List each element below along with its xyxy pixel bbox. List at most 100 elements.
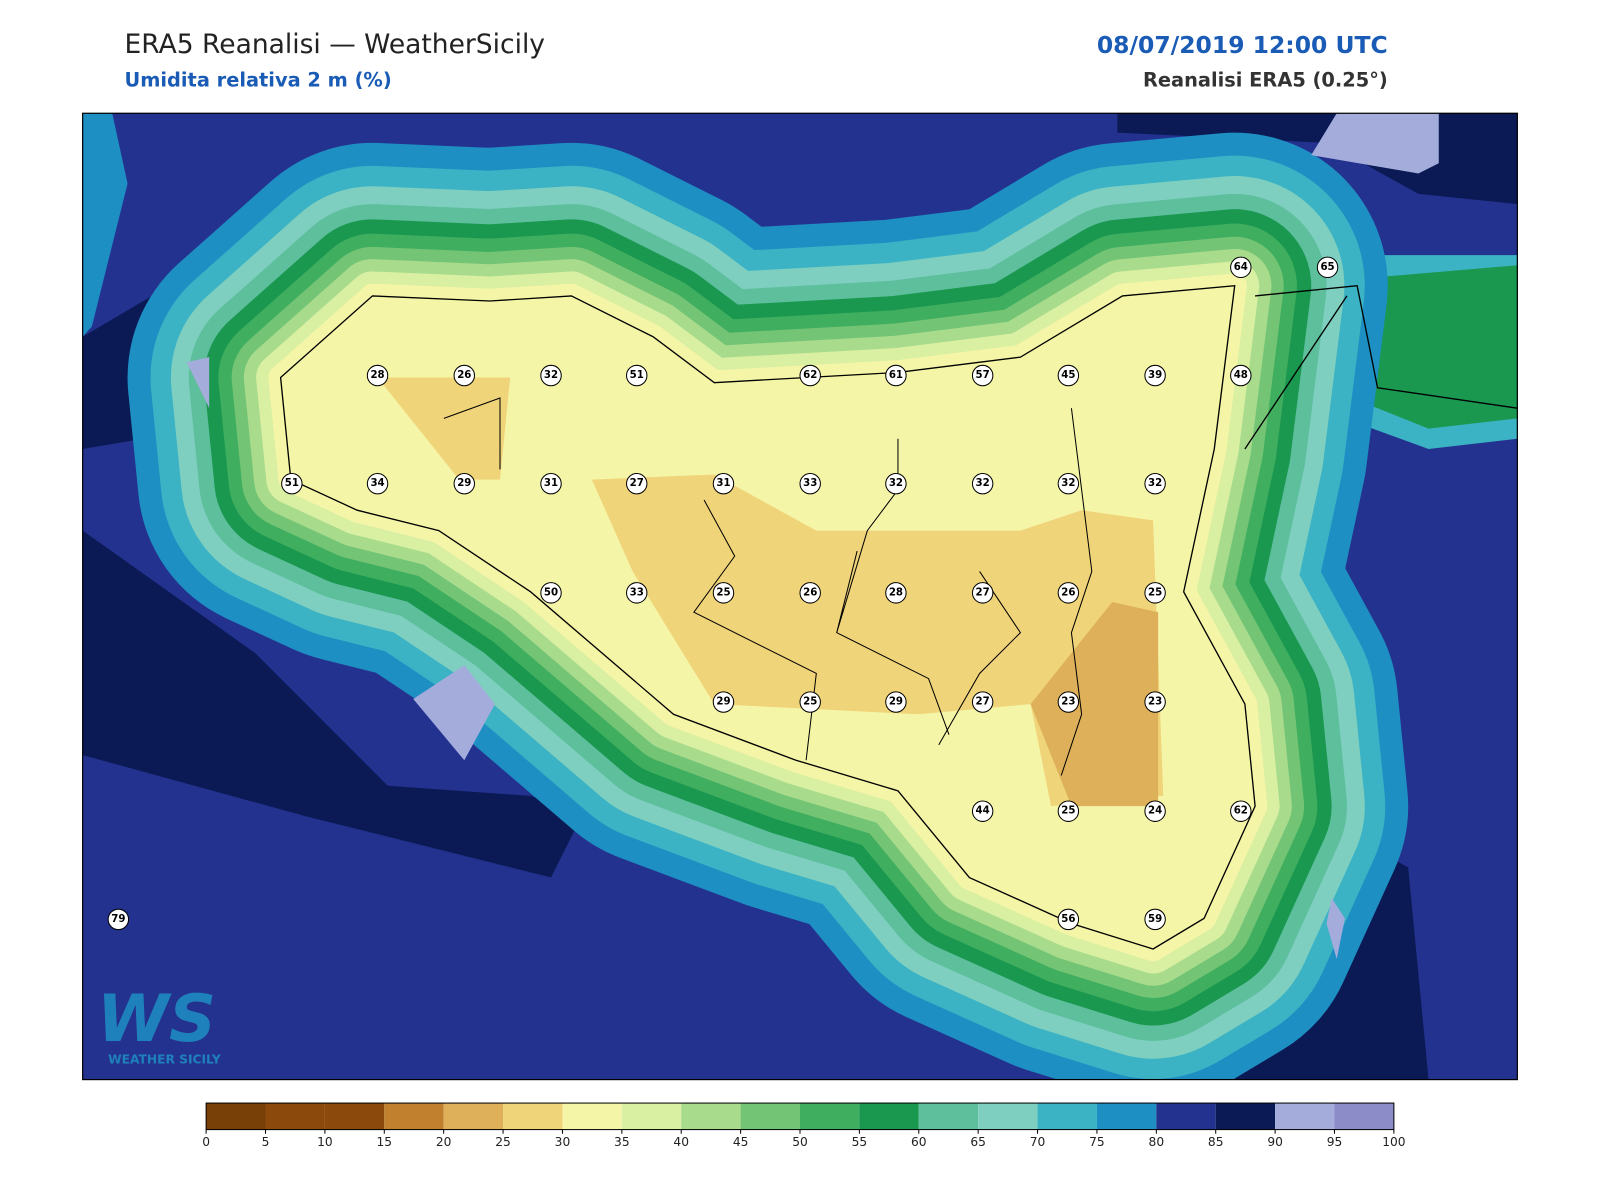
field-patch — [377, 377, 511, 480]
station-value: 25 — [1148, 587, 1162, 598]
station-marker — [971, 691, 994, 713]
station-value: 51 — [630, 370, 644, 381]
station-marker — [971, 582, 994, 604]
colorbar-segment — [681, 1103, 741, 1130]
colorbar-tick-label: 30 — [555, 1135, 571, 1149]
colorbar-tick-label: 40 — [673, 1135, 689, 1149]
station-marker — [1230, 800, 1252, 822]
station-value: 44 — [976, 806, 990, 817]
colorbar-tick-label: 10 — [317, 1135, 333, 1149]
station-marker — [1057, 582, 1080, 604]
colorbar-segment — [206, 1103, 266, 1130]
title: ERA5 Reanalisi — WeatherSicily — [124, 29, 545, 60]
station-marker — [107, 908, 130, 931]
station-value: 51 — [285, 478, 299, 489]
station-marker — [799, 691, 821, 713]
colorbar-tick-label: 55 — [852, 1135, 868, 1149]
colorbar-segment — [1275, 1103, 1335, 1130]
station-marker — [712, 691, 735, 713]
station-value: 31 — [544, 478, 558, 489]
station-value: 32 — [1148, 478, 1162, 489]
field-patch — [82, 113, 128, 337]
station-value: 57 — [976, 370, 990, 381]
station-value: 25 — [716, 587, 730, 598]
colorbar-tick-label: 35 — [614, 1135, 630, 1149]
colorbar-segment — [621, 1103, 682, 1130]
colorbar-tick-label: 20 — [436, 1135, 452, 1149]
station-value: 33 — [803, 478, 817, 489]
station-value: 25 — [803, 697, 817, 708]
station-value: 26 — [1061, 587, 1075, 598]
colorbar-segment — [918, 1103, 979, 1130]
station-marker — [366, 364, 389, 387]
field-patch — [591, 474, 1164, 807]
station-value: 28 — [370, 370, 384, 381]
colorbar-segment — [978, 1103, 1038, 1130]
field-patch — [1311, 113, 1439, 174]
colorbar-tick-label: 100 — [1382, 1135, 1405, 1149]
station-marker — [1144, 908, 1166, 931]
station-value: 24 — [1148, 806, 1162, 817]
station-marker — [1230, 256, 1252, 279]
station-marker — [799, 582, 821, 604]
station-marker — [712, 582, 735, 604]
station-marker — [453, 364, 475, 387]
station-marker — [1316, 256, 1339, 279]
station-value: 32 — [889, 478, 903, 489]
station-value: 29 — [716, 697, 730, 708]
colorbar-segment — [1215, 1103, 1276, 1130]
colorbar-segment — [1334, 1103, 1394, 1130]
colorbar-segment — [562, 1103, 622, 1130]
station-marker — [1057, 908, 1080, 931]
field-patch — [1326, 897, 1345, 960]
subtitle: Umidita relativa 2 m (%) — [124, 69, 391, 92]
station-value: 45 — [1061, 370, 1075, 381]
colorbar-tick-label: 95 — [1327, 1135, 1343, 1149]
colorbar-tick-label: 75 — [1089, 1135, 1105, 1149]
station-marker — [1144, 364, 1166, 387]
station-marker — [1230, 364, 1252, 387]
station-marker — [885, 364, 907, 387]
colorbar-segment — [384, 1103, 444, 1130]
colorbar-tick-label: 15 — [376, 1135, 392, 1149]
coastline — [1244, 284, 1518, 450]
station-value: 23 — [1061, 697, 1075, 708]
station-marker — [366, 472, 389, 495]
station-value: 62 — [803, 370, 817, 381]
station-value: 27 — [976, 587, 990, 598]
station-value: 39 — [1148, 370, 1162, 381]
station-value: 50 — [544, 587, 558, 598]
colorbar-tick-label: 70 — [1030, 1135, 1046, 1149]
station-marker — [885, 582, 907, 604]
colorbar-tick-label: 5 — [262, 1135, 270, 1149]
colorbar-segment — [324, 1103, 385, 1130]
colorbar-segment — [265, 1103, 325, 1130]
station-marker — [1057, 691, 1080, 713]
colorbar-segment — [1096, 1103, 1157, 1130]
station-value: 26 — [457, 370, 471, 381]
station-marker — [626, 364, 648, 387]
station-value: 32 — [544, 370, 558, 381]
colorbar: 0 5 10 15 20 25 30 35 40 45 50 55 60 65 70 75 80 85 90 95 10… — [202, 1102, 1406, 1149]
colorbar-tick-label: 80 — [1149, 1135, 1165, 1149]
station-marker — [1144, 472, 1166, 495]
station-marker — [971, 800, 994, 822]
station-value: 59 — [1148, 914, 1162, 925]
station-value: 27 — [976, 697, 990, 708]
station-value: 29 — [889, 697, 903, 708]
station-marker — [971, 364, 994, 387]
station-marker — [1144, 800, 1166, 822]
station-marker — [1057, 800, 1080, 822]
station-marker — [971, 472, 994, 495]
logo-name: WEATHER SICILY — [108, 1052, 221, 1066]
station-value: 29 — [457, 478, 471, 489]
station-marker — [885, 691, 907, 713]
colorbar-segment — [1037, 1103, 1097, 1130]
datetime: 08/07/2019 12:00 UTC — [1097, 31, 1388, 59]
station-value: 61 — [889, 370, 903, 381]
station-value: 33 — [630, 587, 644, 598]
station-marker — [1144, 691, 1166, 713]
colorbar-tick-label: 50 — [792, 1135, 808, 1149]
station-value: 32 — [1061, 478, 1075, 489]
